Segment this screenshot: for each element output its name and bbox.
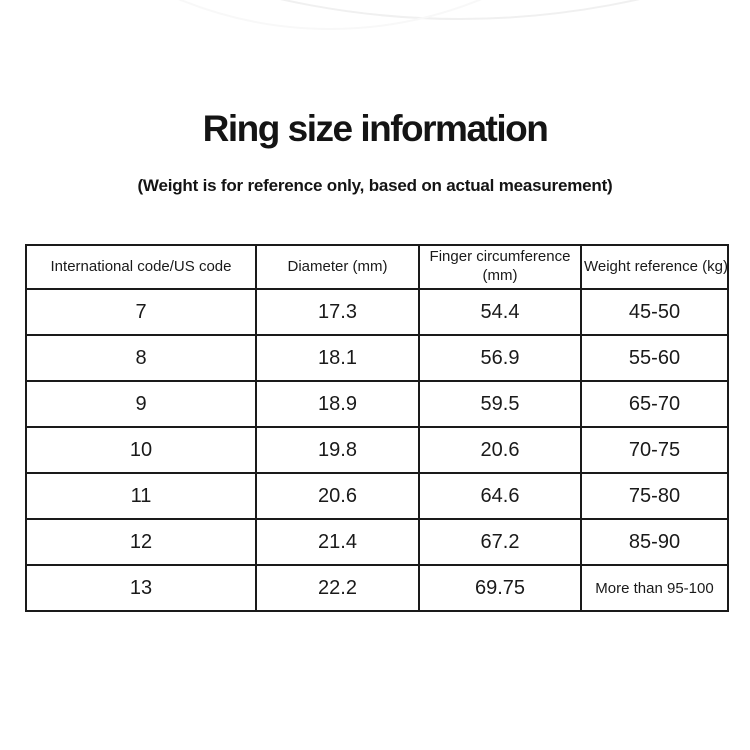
column-header-diameter: Diameter (mm) [255, 244, 420, 290]
cell-weight: 45-50 [580, 288, 729, 336]
page-subtitle: (Weight is for reference only, based on … [137, 176, 613, 195]
cell-circumference: 67.2 [418, 518, 582, 566]
cell-size: 8 [25, 334, 257, 382]
column-header-weight-reference: Weight reference (kg) [580, 244, 729, 290]
cell-diameter: 17.3 [255, 288, 420, 336]
table-row: 10 19.8 20.6 70-75 [25, 426, 729, 474]
cell-circumference: 20.6 [418, 426, 582, 474]
cell-weight: 55-60 [580, 334, 729, 382]
cell-weight: 85-90 [580, 518, 729, 566]
cell-weight: 75-80 [580, 472, 729, 520]
cell-diameter: 20.6 [255, 472, 420, 520]
decorative-arc-outer [0, 0, 750, 20]
column-header-international-code: International code/US code [25, 244, 257, 290]
cell-size: 13 [25, 564, 257, 612]
cell-weight: 70-75 [580, 426, 729, 474]
column-header-finger-circumference: Finger circumference (mm) [418, 244, 582, 290]
cell-size: 10 [25, 426, 257, 474]
cell-size: 9 [25, 380, 257, 428]
table-row: 7 17.3 54.4 45-50 [25, 288, 729, 336]
cell-circumference: 56.9 [418, 334, 582, 382]
table-row: 13 22.2 69.75 More than 95-100 [25, 564, 729, 612]
cell-diameter: 19.8 [255, 426, 420, 474]
decorative-arc-inner [0, 0, 730, 30]
table-header-row: International code/US code Diameter (mm)… [25, 244, 729, 290]
cell-diameter: 22.2 [255, 564, 420, 612]
cell-size: 11 [25, 472, 257, 520]
cell-weight: More than 95-100 [580, 564, 729, 612]
table-row: 8 18.1 56.9 55-60 [25, 334, 729, 382]
table-row: 12 21.4 67.2 85-90 [25, 518, 729, 566]
cell-size: 7 [25, 288, 257, 336]
cell-circumference: 64.6 [418, 472, 582, 520]
page-title: Ring size information [202, 108, 549, 149]
cell-diameter: 21.4 [255, 518, 420, 566]
table-row: 11 20.6 64.6 75-80 [25, 472, 729, 520]
cell-weight: 65-70 [580, 380, 729, 428]
cell-diameter: 18.1 [255, 334, 420, 382]
cell-circumference: 59.5 [418, 380, 582, 428]
ring-size-table: International code/US code Diameter (mm)… [25, 244, 729, 612]
table-row: 9 18.9 59.5 65-70 [25, 380, 729, 428]
cell-circumference: 54.4 [418, 288, 582, 336]
cell-diameter: 18.9 [255, 380, 420, 428]
cell-circumference: 69.75 [418, 564, 582, 612]
cell-size: 12 [25, 518, 257, 566]
